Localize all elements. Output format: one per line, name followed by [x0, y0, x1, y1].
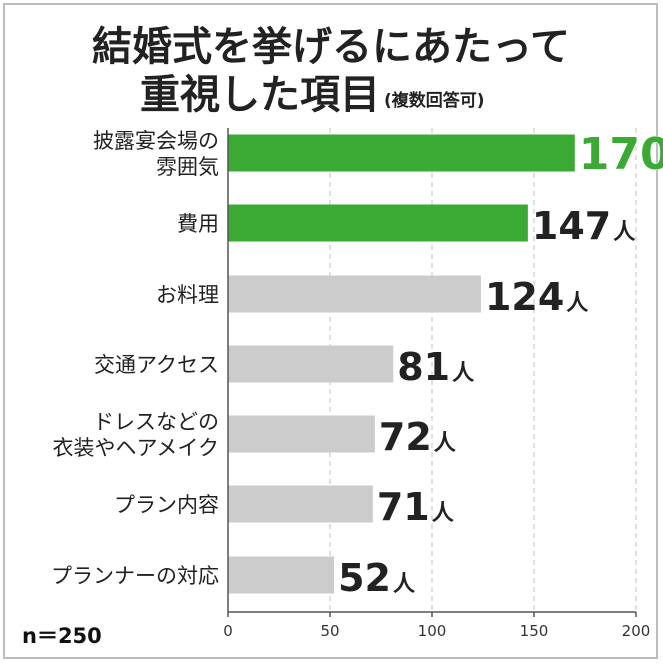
value-number: 72 [379, 415, 432, 459]
x-tick-label: 0 [223, 622, 233, 640]
value-label: 147人 [532, 204, 635, 248]
value-label: 71人 [377, 485, 454, 529]
value-unit: 人 [613, 220, 635, 245]
category-label: 雰囲気 [156, 155, 219, 179]
category-label: 衣装やヘアメイク [52, 436, 219, 460]
value-unit: 人 [566, 291, 588, 316]
category-label: 費用 [177, 212, 219, 236]
bar [228, 134, 575, 172]
title-note: (複数回答可) [384, 90, 485, 111]
bar [228, 204, 528, 242]
category-labels: 披露宴会場の雰囲気費用お料理交通アクセスドレスなどの衣装やヘアメイクプラン内容プ… [51, 129, 219, 588]
bar [228, 345, 394, 383]
value-label: 52人 [338, 556, 415, 600]
title-line-2: 重視した項目 [140, 72, 380, 118]
value-labels: 170人147人124人81人72人71人52人 [338, 128, 663, 600]
bars [228, 134, 575, 594]
value-number: 147 [532, 204, 611, 248]
value-unit: 人 [393, 572, 415, 597]
category-label: ドレスなどの [93, 410, 219, 434]
value-unit: 人 [452, 361, 474, 386]
category-label: お料理 [156, 283, 219, 307]
category-label: プラン内容 [114, 493, 219, 517]
x-axis: 0 50 100 150 200 [223, 128, 650, 640]
category-label: 交通アクセス [94, 353, 219, 377]
bar [228, 275, 481, 313]
value-number: 170 [579, 129, 663, 180]
value-label: 124人 [485, 275, 588, 319]
x-tick-label: 150 [520, 622, 549, 640]
value-number: 81 [397, 345, 450, 389]
value-number: 71 [377, 485, 430, 529]
value-unit: 人 [432, 501, 454, 526]
value-label: 81人 [397, 345, 474, 389]
title-line-1: 結婚式を挙げるにあたって [92, 24, 570, 70]
value-unit: 人 [434, 431, 456, 456]
bar [228, 415, 375, 453]
value-number: 52 [338, 556, 391, 600]
bar [228, 556, 335, 594]
category-label: プランナーの対応 [51, 564, 219, 588]
x-tick-label: 200 [622, 622, 651, 640]
bar [228, 485, 373, 523]
value-label: 72人 [379, 415, 456, 459]
x-tick-label: 100 [418, 622, 447, 640]
value-label: 170人 [579, 129, 663, 180]
chart-title: 結婚式を挙げるにあたって 重視した項目 (複数回答可) [92, 24, 570, 118]
x-tick-label: 50 [320, 622, 339, 640]
value-number: 124 [485, 275, 564, 319]
category-label: 披露宴会場の [93, 129, 219, 153]
sample-size-label: n＝250 [22, 624, 102, 648]
